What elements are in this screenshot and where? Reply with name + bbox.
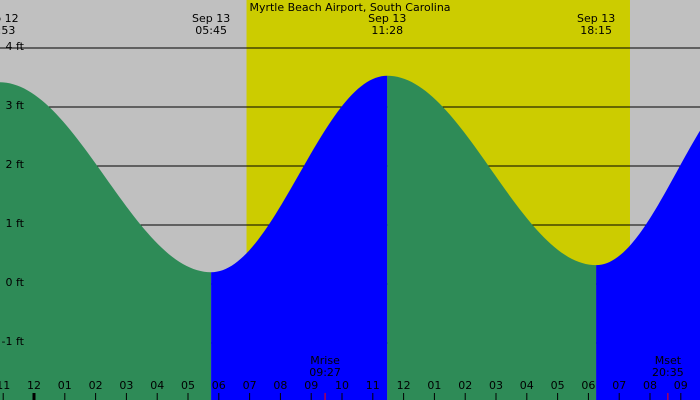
extreme-time: 18:15: [580, 24, 612, 37]
moon-time: 09:27: [309, 366, 341, 379]
falling-tide: [387, 75, 597, 400]
x-tick-label: 03: [119, 379, 133, 392]
extreme-date: Sep 13: [577, 12, 615, 25]
y-tick-label: 0 ft: [6, 276, 25, 289]
x-tick-label: 11: [0, 379, 10, 392]
x-tick-label: 05: [551, 379, 565, 392]
x-tick-label: 12: [397, 379, 411, 392]
x-tick-label: 03: [489, 379, 503, 392]
x-tick-label: 04: [150, 379, 164, 392]
x-tick-label: 12: [27, 379, 41, 392]
extreme-time: 22:53: [0, 24, 15, 37]
y-tick-label: 1 ft: [6, 217, 25, 230]
x-tick-label: 10: [335, 379, 349, 392]
moon-time: 20:35: [652, 366, 684, 379]
x-tick-label: 01: [427, 379, 441, 392]
x-tick-label: 05: [181, 379, 195, 392]
extreme-time: 11:28: [371, 24, 403, 37]
x-tick-label: 02: [89, 379, 103, 392]
x-tick-label: 07: [243, 379, 257, 392]
x-tick-label: 08: [273, 379, 287, 392]
extreme-date: Sep 12: [0, 12, 19, 25]
y-tick-label: 3 ft: [6, 99, 25, 112]
extreme-date: Sep 13: [192, 12, 230, 25]
x-tick-label: 02: [458, 379, 472, 392]
x-tick-label: 09: [304, 379, 318, 392]
chart-title: Myrtle Beach Airport, South Carolina: [249, 1, 450, 14]
x-tick-label: 07: [612, 379, 626, 392]
x-tick-label: 09: [674, 379, 688, 392]
rising-tide: [211, 75, 388, 400]
y-tick-label: 4 ft: [6, 40, 25, 53]
rising-tide: [596, 130, 700, 400]
x-tick-label: 04: [520, 379, 534, 392]
extreme-date: Sep 13: [368, 12, 406, 25]
x-tick-label: 06: [581, 379, 595, 392]
moon-label: Mset: [655, 354, 682, 367]
y-tick-label: 2 ft: [6, 158, 25, 171]
moon-label: Mrise: [310, 354, 340, 367]
x-tick-label: 06: [212, 379, 226, 392]
x-tick-label: 08: [643, 379, 657, 392]
x-tick-label: 01: [58, 379, 72, 392]
y-tick-label: -1 ft: [2, 335, 25, 348]
x-tick-label: 11: [366, 379, 380, 392]
extreme-time: 05:45: [195, 24, 227, 37]
falling-tide: [0, 82, 212, 400]
